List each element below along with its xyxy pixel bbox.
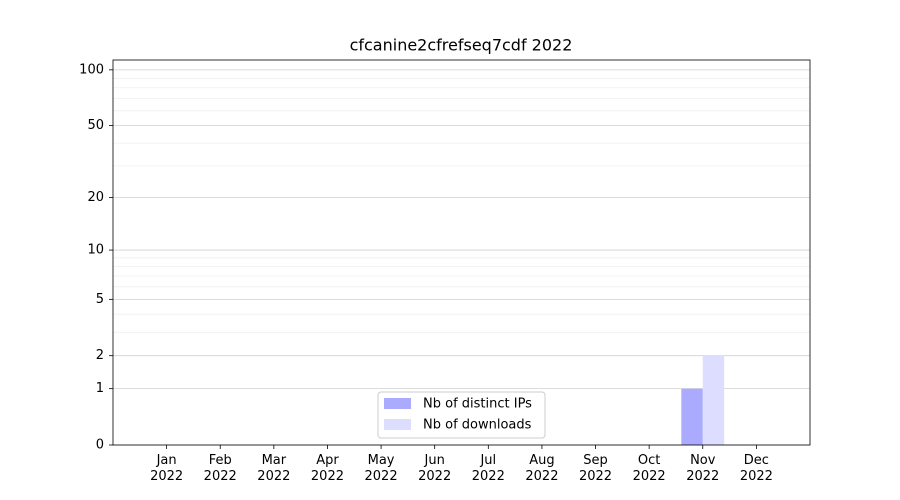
x-tick-label: Feb 2022 [203, 453, 237, 484]
x-tick-label: Jan 2022 [150, 453, 184, 484]
x-tick-label: Dec 2022 [739, 453, 773, 484]
chart-title: cfcanine2cfrefseq7cdf 2022 [350, 36, 573, 55]
x-tick-label: Sep 2022 [578, 453, 613, 484]
bar [702, 355, 725, 445]
plot-frame [112, 59, 811, 446]
x-tick-label: Nov 2022 [686, 453, 720, 484]
legend-label: Nb of distinct IPs [423, 397, 532, 412]
x-tick-label: May 2022 [364, 453, 398, 484]
x-tick-label: Aug 2022 [525, 453, 559, 484]
bar [681, 388, 703, 445]
y-tick-label: 1 [96, 381, 104, 396]
x-tick-label: Apr 2022 [310, 453, 344, 484]
legend-swatch [384, 398, 411, 409]
y-tick-label: 0 [96, 438, 104, 453]
x-tick-label: Oct 2022 [632, 453, 666, 484]
x-tick-label: Jul 2022 [471, 453, 505, 484]
y-tick-label: 10 [87, 243, 104, 258]
x-tick-label: Jun 2022 [418, 453, 452, 484]
y-tick-label: 5 [96, 292, 104, 307]
legend-label: Nb of downloads [423, 418, 532, 433]
legend-swatch [384, 419, 411, 430]
legend-box [377, 391, 546, 439]
y-tick-label: 100 [79, 62, 104, 77]
y-tick-label: 2 [96, 348, 104, 363]
x-tick-label: Mar 2022 [257, 453, 291, 484]
y-tick-label: 20 [87, 190, 104, 205]
y-tick-label: 50 [87, 118, 104, 133]
